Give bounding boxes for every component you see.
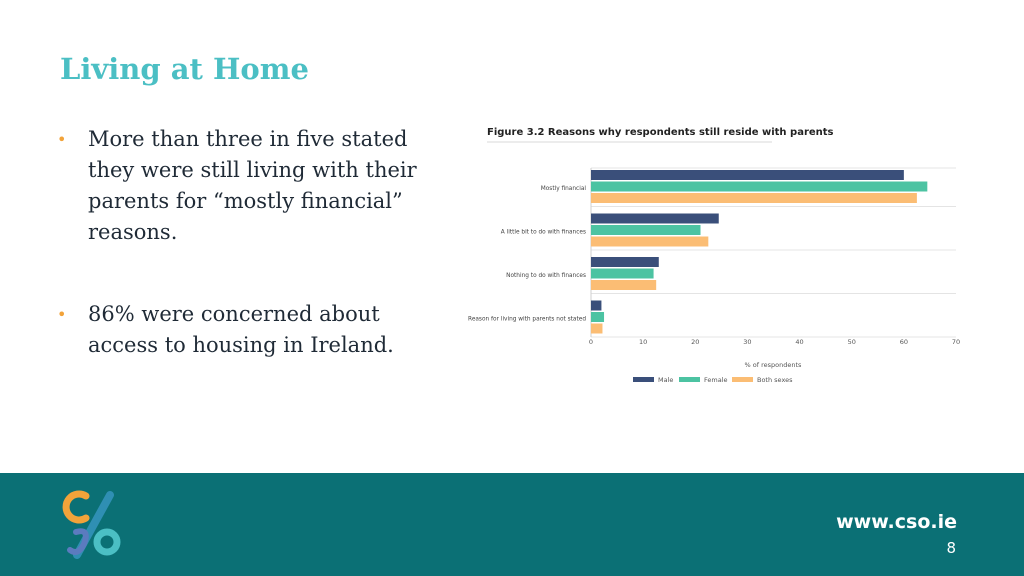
legend-label: Male (658, 376, 673, 384)
x-tick-label: 0 (589, 338, 593, 346)
category-label: Reason for living with parents not state… (468, 316, 586, 322)
bar (591, 323, 603, 334)
category-labels: Mostly financial A little bit to do with … (468, 186, 586, 323)
bullet-dot-icon: • (57, 305, 67, 324)
bar (591, 280, 657, 290)
bar (591, 213, 719, 224)
x-axis-label: % of respondents (745, 361, 803, 369)
category-label: A little bit to do with finances (501, 229, 586, 235)
legend-swatch (633, 377, 654, 382)
chart: Figure 3.2 Reasons why respondents still… (462, 118, 972, 398)
cso-logo-icon (62, 490, 121, 559)
category-label: Mostly financial (541, 186, 587, 192)
bar-chart-svg: Figure 3.2 Reasons why respondents still… (468, 127, 960, 384)
x-tick-labels: 0 10 20 30 40 50 60 70 (589, 338, 960, 346)
x-tick-label: 40 (795, 338, 803, 346)
footer-bar: www.cso.ie 8 (0, 473, 1024, 576)
bar (591, 268, 654, 279)
x-tick-label: 50 (848, 338, 856, 346)
bullet-list: • More than three in five stated they we… (55, 124, 435, 361)
bar (591, 225, 701, 235)
bar (591, 193, 917, 203)
bar (591, 312, 605, 322)
category-label: Nothing to do with finances (506, 273, 586, 279)
slide-title: Living at Home (60, 52, 309, 86)
bullet-text: More than three in five stated they were… (88, 127, 417, 244)
legend-label: Both sexes (757, 376, 793, 384)
bullet-item: • More than three in five stated they we… (55, 124, 435, 248)
bullet-dot-icon: • (57, 130, 67, 149)
chart-title: Figure 3.2 Reasons why respondents still… (487, 127, 834, 138)
site-url-link[interactable]: www.cso.ie (836, 511, 957, 533)
page-number: 8 (946, 539, 956, 557)
legend-label: Female (704, 376, 728, 384)
x-tick-label: 30 (743, 338, 751, 346)
x-tick-label: 60 (900, 338, 908, 346)
legend-swatch (732, 377, 753, 382)
chart-bars (591, 170, 928, 334)
legend: Male Female Both sexes (633, 376, 793, 384)
bullet-text: 86% were concerned about access to housi… (88, 302, 394, 357)
bullet-item: • 86% were concerned about access to hou… (55, 299, 435, 361)
x-tick-label: 10 (639, 338, 647, 346)
bar (591, 181, 928, 192)
bar (591, 257, 659, 267)
bar (591, 236, 709, 247)
x-tick-label: 20 (691, 338, 699, 346)
bar (591, 300, 602, 311)
bar (591, 170, 904, 180)
legend-swatch (679, 377, 700, 382)
x-tick-label: 70 (952, 338, 960, 346)
